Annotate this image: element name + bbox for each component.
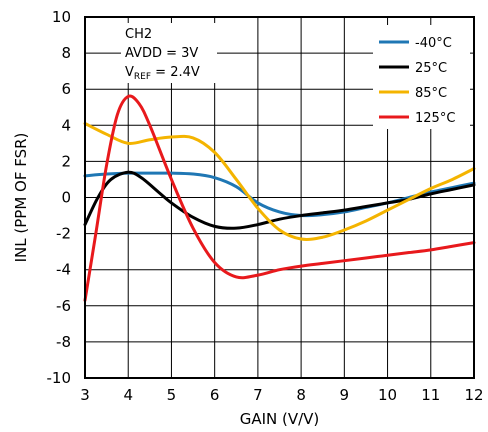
series-line-1 [83,170,476,230]
x-tick-label: 9 [340,386,350,404]
x-tick-label: 6 [210,386,220,404]
y-tick-label: 8 [61,44,71,62]
y-tick-label: 6 [61,80,71,98]
legend-label: -40°C [415,36,452,51]
legend: -40°C 25°C 85°C 125°C [373,25,470,129]
x-tick-label: 7 [253,386,263,404]
x-axis-label: GAIN (V/V) [240,410,320,428]
y-tick-label: -4 [56,261,71,279]
x-tick-label: 4 [123,386,133,404]
y-tick-label: -2 [56,225,71,243]
y-tick-label: 10 [52,8,71,26]
x-tick-label: 10 [378,386,397,404]
legend-label: 85°C [415,86,447,101]
series-line-3 [83,94,476,302]
annotation-vref: VREF = 2.4V [125,65,200,82]
tick-labels: 3 4 5 6 7 8 9 10 11 12 -10 -8 -6 -4 -2 0 2 4 6 8 10 [47,8,484,404]
condition-annotation: CH2 AVDD = 3V VREF = 2.4V [121,23,217,83]
y-tick-label: 0 [61,189,71,207]
y-tick-label: 2 [61,152,71,170]
x-tick-label: 5 [167,386,177,404]
x-tick-label: 12 [464,386,483,404]
x-tick-label: 3 [80,386,90,404]
annotation-avdd: AVDD = 3V [125,46,198,61]
x-tick-label: 11 [421,386,440,404]
y-tick-label: -8 [56,333,71,351]
legend-label: 25°C [415,61,447,76]
x-tick-label: 8 [296,386,306,404]
series-line-0 [83,171,476,218]
series-line-2 [83,122,476,241]
legend-label: 125°C [415,111,455,126]
y-tick-label: -10 [47,369,72,387]
y-tick-label: 4 [61,116,71,134]
y-axis-label: INL (PPM OF FSR) [12,133,30,263]
series-lines [83,94,476,302]
annotation-channel: CH2 [125,27,152,42]
y-tick-label: -6 [56,297,71,315]
plot-frame [84,16,475,379]
